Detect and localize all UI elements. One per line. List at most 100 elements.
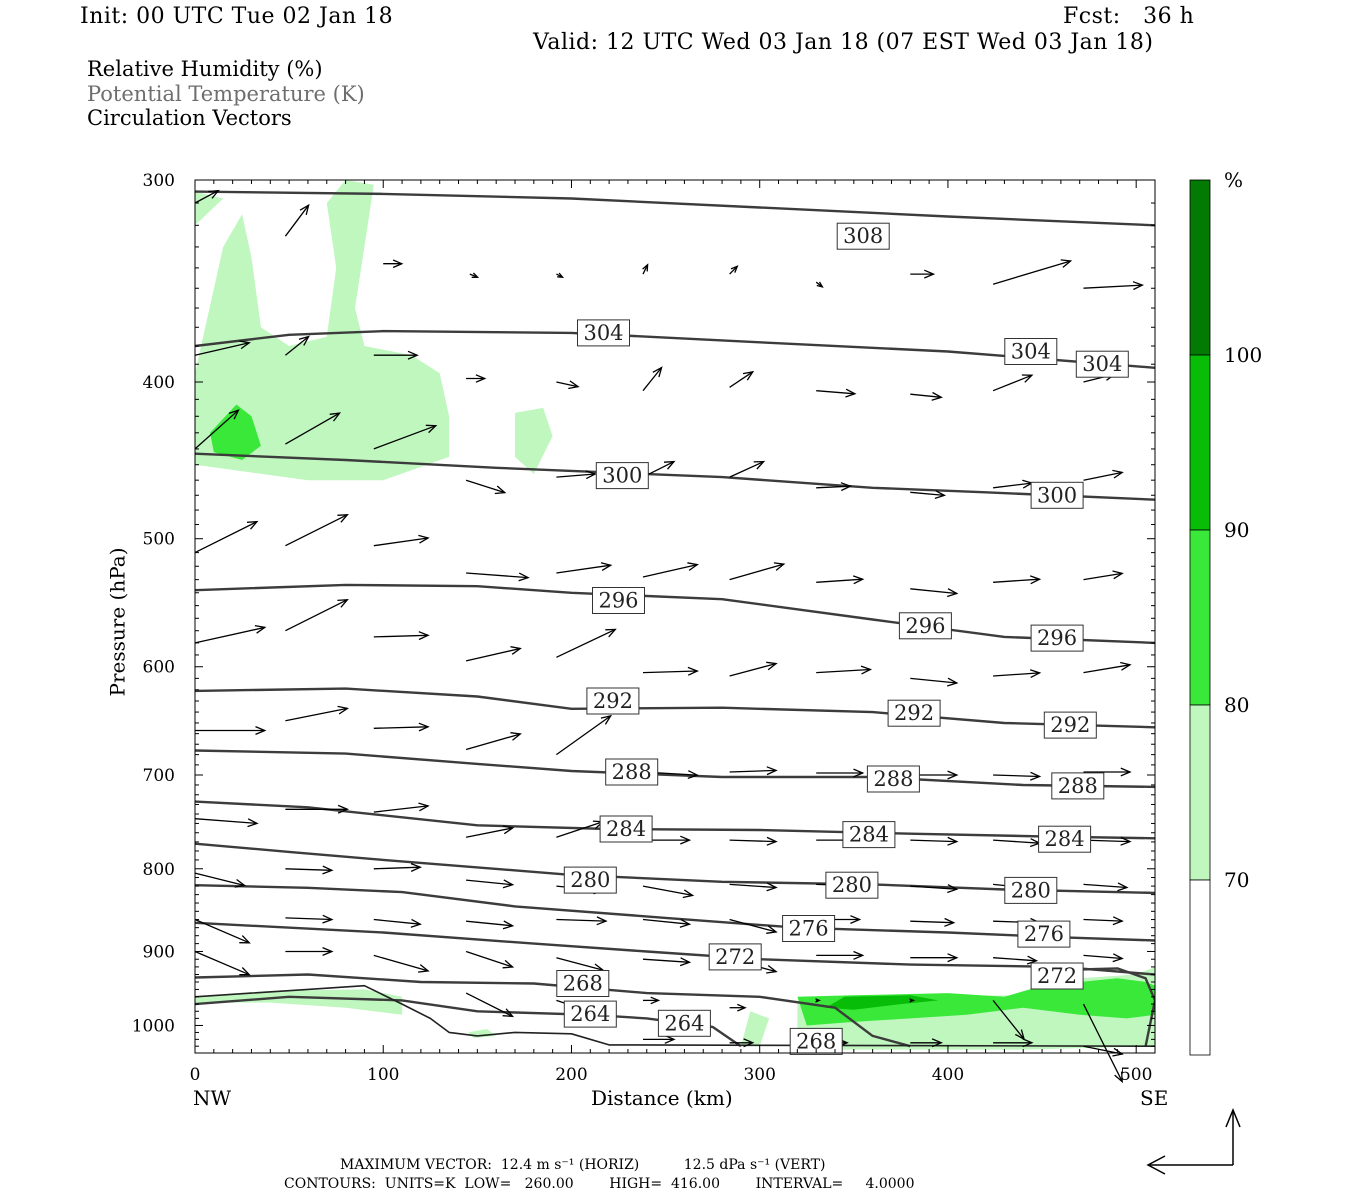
contour-label-text: 272 — [715, 945, 755, 969]
contour-label-text: 276 — [789, 917, 829, 941]
contour-label-text: 304 — [1082, 352, 1122, 376]
circulation-vector — [1083, 953, 1124, 963]
circulation-vector — [465, 992, 515, 1018]
contour-note: CONTOURS: UNITS=K LOW= 260.00 HIGH= 416.… — [284, 1176, 915, 1192]
contour-label: 308 — [836, 222, 890, 250]
circulation-vector — [373, 918, 422, 928]
vector-layer — [194, 189, 1145, 1084]
colorbar-seg-rh-below-70 — [1189, 879, 1211, 1056]
circulation-vector — [373, 631, 430, 641]
y-tick-label: 600 — [143, 658, 175, 678]
circulation-vector — [373, 722, 430, 732]
circulation-vector — [285, 513, 349, 547]
circulation-vector — [729, 460, 766, 478]
circulation-vector — [373, 954, 430, 973]
colorbar: 100 90 80 70 — [1189, 179, 1262, 1056]
circulation-vector — [1083, 661, 1132, 674]
theta-line-296 — [195, 583, 1155, 645]
circulation-vector — [194, 818, 259, 828]
circulation-vector — [729, 918, 778, 934]
theta-line-272-right — [1060, 967, 1155, 1047]
contour-label-text: 284 — [849, 823, 889, 847]
circulation-vector — [729, 1038, 755, 1048]
circulation-vector — [556, 714, 613, 756]
y-tick-label: 1000 — [132, 1016, 175, 1036]
circulation-vector — [816, 665, 873, 675]
circulation-vector — [815, 998, 821, 1003]
circulation-vector — [465, 646, 522, 662]
circulation-vector — [910, 1038, 943, 1048]
theta-line-284 — [195, 800, 1155, 840]
circulation-vector — [729, 661, 778, 677]
circulation-vector — [556, 380, 580, 390]
circulation-vector — [466, 879, 515, 889]
contour-label-text: 288 — [1058, 774, 1098, 798]
x-tick-label: 500 — [1120, 1065, 1152, 1085]
reference-vector-icon — [1146, 1108, 1241, 1175]
circulation-vector — [910, 391, 943, 401]
contour-label: 276 — [1017, 920, 1071, 948]
legend-vectors: Circulation Vectors — [87, 106, 292, 130]
plot-frame — [194, 179, 1156, 1054]
y-tick-label: 300 — [143, 171, 175, 191]
contour-label: 276 — [782, 915, 836, 942]
circulation-vector — [910, 588, 959, 598]
y-tick-label: 800 — [143, 860, 175, 880]
y-tick-label: 700 — [143, 766, 175, 786]
circulation-vector — [910, 490, 947, 500]
contour-label: 296 — [1030, 624, 1084, 652]
forecast-hour: Fcst: 36 h — [1063, 4, 1195, 29]
contour-label-text: 300 — [1037, 483, 1077, 507]
circulation-vector — [1083, 767, 1132, 777]
theta-line-288 — [195, 749, 1155, 789]
circulation-vector — [816, 482, 852, 492]
colorbar-label: 80 — [1224, 693, 1249, 717]
theta-line-surface — [195, 984, 1155, 1047]
circulation-vector — [469, 272, 480, 278]
circulation-vector — [194, 520, 259, 554]
x-tick-label: 400 — [932, 1065, 964, 1085]
contour-label-text: 292 — [894, 701, 934, 725]
circulation-vector — [466, 374, 487, 383]
contour-label-text: 276 — [1024, 922, 1064, 946]
y-tick-label: 500 — [143, 530, 175, 550]
contour-label-text: 288 — [612, 760, 652, 784]
circulation-vector — [993, 479, 1034, 489]
x-tick-label: 100 — [367, 1065, 399, 1085]
circulation-vector — [642, 885, 695, 899]
contour-label-text: 304 — [1011, 340, 1051, 364]
contour-label: 304 — [577, 319, 630, 347]
x-end-left: NW — [193, 1086, 232, 1110]
contour-label: 284 — [1038, 825, 1092, 853]
circulation-vector — [1083, 836, 1132, 846]
theta-contour-layer — [195, 190, 1155, 1048]
circulation-vector — [909, 998, 916, 1003]
circulation-vector — [465, 825, 515, 838]
colorbar-unit: % — [1224, 168, 1244, 192]
circulation-vector — [992, 259, 1073, 285]
circulation-vector — [556, 562, 613, 574]
x-tick-label: 200 — [555, 1065, 587, 1085]
circulation-vector — [556, 957, 605, 973]
y-tick-label: 400 — [143, 373, 175, 393]
circulation-vector — [1082, 1003, 1123, 1084]
rh-region-80-90 — [797, 978, 1155, 1026]
colorbar-seg-rh-70-80 — [1189, 704, 1211, 881]
circulation-vector — [373, 350, 419, 360]
circulation-vector — [729, 370, 755, 388]
x-tick-label: 0 — [190, 1065, 201, 1085]
contour-label: 288 — [866, 765, 920, 793]
circulation-vector — [284, 203, 310, 237]
rh-region-70-80 — [515, 407, 553, 474]
contour-label: 280 — [1004, 876, 1058, 904]
colorbar-seg-rh-80-90 — [1189, 529, 1211, 706]
contour-label: 280 — [563, 866, 617, 894]
circulation-vector — [642, 562, 699, 578]
theta-line-268 — [195, 973, 911, 1048]
circulation-vector — [194, 409, 240, 450]
contour-label: 280 — [825, 871, 879, 899]
circulation-vector — [1083, 1045, 1124, 1057]
colorbar-label: 100 — [1224, 343, 1262, 367]
circulation-vector — [373, 424, 438, 450]
contour-label: 284 — [842, 821, 896, 849]
